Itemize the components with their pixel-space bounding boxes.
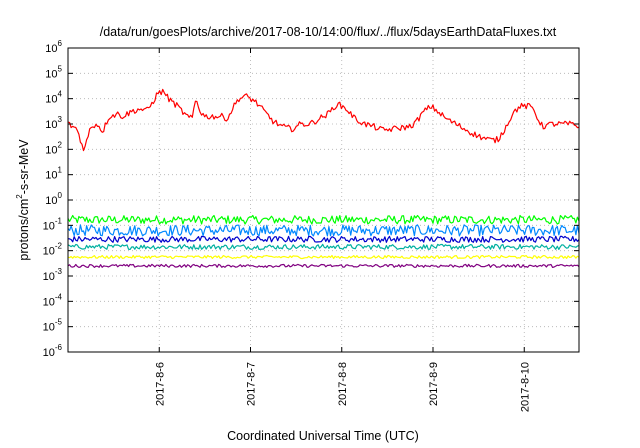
y-tick-label: 10-3	[43, 267, 63, 283]
x-axis-label: Coordinated Universal Time (UTC)	[227, 429, 419, 443]
series-line	[67, 224, 580, 237]
series-line	[67, 88, 580, 152]
x-tick-label: 2017-8-9	[428, 362, 440, 406]
y-tick-label: 10-2	[43, 242, 63, 258]
series-line	[67, 243, 580, 250]
x-tick-label: 2017-8-8	[337, 362, 349, 406]
y-tick-label: 10-6	[43, 343, 63, 359]
y-tick-label: 103	[45, 115, 62, 131]
y-label-group: protons/cm2-s-sr-MeV	[15, 139, 31, 261]
series-line	[67, 235, 580, 243]
x-tick-label: 2017-8-10	[519, 362, 531, 412]
y-tick-label: 10-1	[43, 216, 63, 232]
x-tick-label: 2017-8-6	[154, 362, 166, 406]
y-tick-label: 100	[45, 191, 62, 207]
y-tick-label: 104	[45, 90, 62, 106]
axis-ticks: 10-6 10-5 10-4 10-3 10-2 10-1 100 101 102 103 104 1…	[43, 39, 579, 412]
series-line	[67, 214, 580, 225]
y-tick-label: 102	[45, 140, 62, 156]
grid	[68, 48, 579, 352]
y-tick-label: 106	[45, 39, 62, 55]
x-tick-label: 2017-8-7	[246, 362, 258, 406]
series-line	[67, 263, 580, 268]
y-tick-label: 105	[45, 64, 62, 80]
series-line	[67, 254, 580, 260]
y-axis-label: protons/cm2-s-sr-MeV	[15, 139, 31, 261]
y-tick-label: 10-5	[43, 318, 63, 334]
y-tick-label: 101	[45, 166, 62, 182]
y-tick-label: 10-4	[43, 292, 63, 308]
series-group	[67, 88, 580, 268]
chart-title: /data/run/goesPlots/archive/2017-08-10/1…	[100, 25, 557, 39]
